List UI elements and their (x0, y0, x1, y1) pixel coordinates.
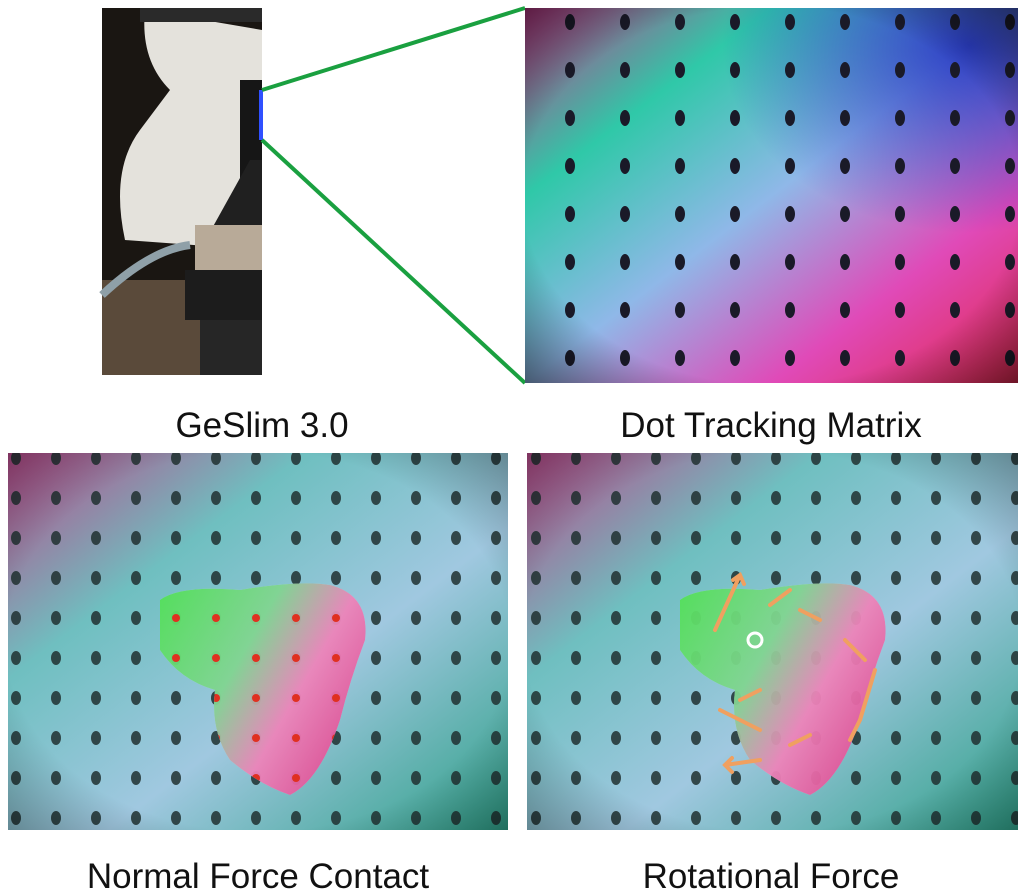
dot-matrix-image (525, 8, 1018, 383)
figure: GeSlim 3.0 Dot Tracking Matrix Normal Fo… (0, 0, 1018, 895)
caption: Dot Tracking Matrix (620, 406, 922, 445)
sensor-photo (102, 8, 263, 375)
zoom-line (262, 8, 525, 90)
caption: Normal Force Contact (87, 857, 430, 895)
page: GeSlim 3.0 Dot Tracking Matrix Normal Fo… (0, 0, 1018, 895)
caption: GeSlim 3.0 (175, 406, 348, 445)
caption: Rotational Force (643, 857, 900, 895)
normal-force-image (8, 453, 508, 830)
rotational-force-image (527, 453, 1018, 830)
zoom-line (262, 140, 525, 383)
